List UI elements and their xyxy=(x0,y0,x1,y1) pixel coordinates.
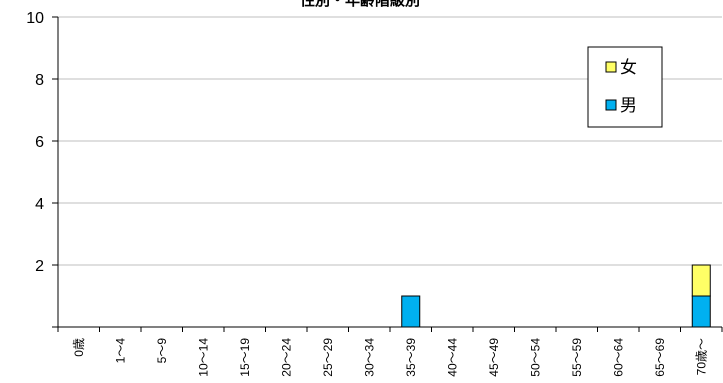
legend-swatch xyxy=(605,61,617,73)
chart-title: 性別・年齢階級別 xyxy=(300,0,420,9)
y-tick-label: 4 xyxy=(35,196,44,213)
legend-label: 男 xyxy=(620,96,637,115)
y-tick-label: 10 xyxy=(26,10,44,27)
bar-segment xyxy=(691,264,711,297)
x-tick-label: 40～44 xyxy=(445,338,459,377)
x-tick-label: 0歳 xyxy=(72,338,86,357)
y-tick-label: 2 xyxy=(35,258,44,275)
y-tick-label: 8 xyxy=(35,72,44,89)
x-tick-label: 45～49 xyxy=(487,338,501,377)
legend-label: 女 xyxy=(620,58,637,77)
x-tick-label: 15～19 xyxy=(238,338,252,377)
bar-segment xyxy=(401,295,421,328)
y-tick-label: 6 xyxy=(35,134,44,151)
bar-segment xyxy=(691,295,711,328)
x-tick-label: 5～9 xyxy=(155,338,169,364)
x-tick-label: 1～4 xyxy=(113,338,127,364)
x-tick-label: 70歳～ xyxy=(694,338,708,375)
x-tick-label: 25～29 xyxy=(321,338,335,377)
x-tick-label: 10～14 xyxy=(196,338,210,377)
y-tick-labels: 2 4 6 8 10 xyxy=(26,10,44,275)
bars xyxy=(401,264,711,328)
x-tick-label: 55～59 xyxy=(570,338,584,377)
axes xyxy=(52,16,723,332)
x-tick-label: 20～24 xyxy=(279,338,293,377)
x-tick-label: 50～54 xyxy=(528,338,542,377)
legend: 女男 xyxy=(587,46,663,128)
x-tick-label: 30～34 xyxy=(362,338,376,377)
x-tick-label: 65～69 xyxy=(653,338,667,377)
x-tick-label: 60～64 xyxy=(611,338,625,377)
x-tick-labels: 0歳 1～4 5～9 10～14 15～19 20～24 25～29 30～34 35～39 40… xyxy=(72,338,709,377)
legend-box xyxy=(587,46,663,128)
legend-swatch xyxy=(605,99,617,111)
x-tick-label: 35～39 xyxy=(404,338,418,377)
